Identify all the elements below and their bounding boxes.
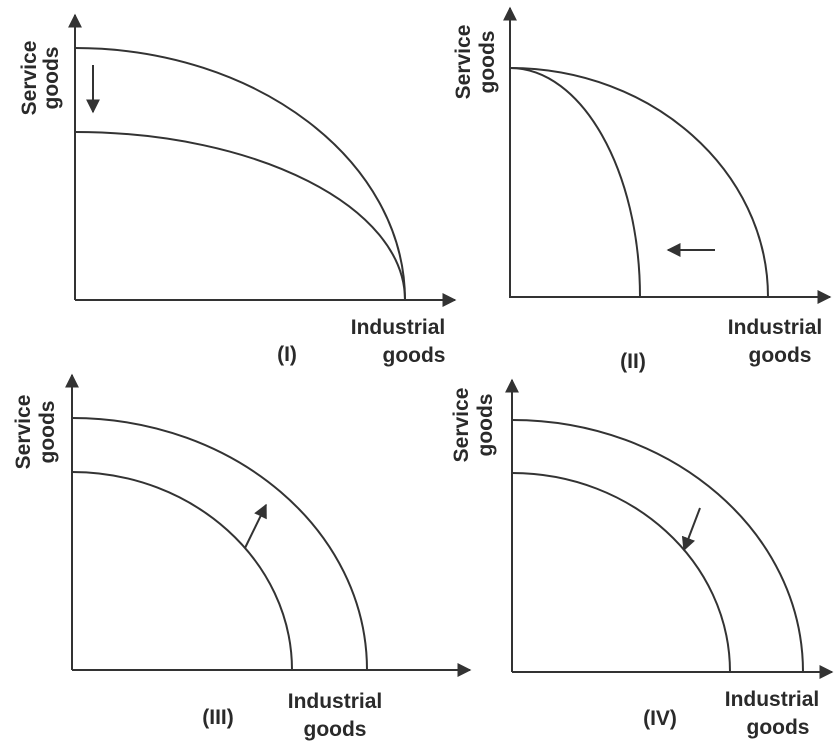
x-label: goods: [749, 344, 812, 367]
y-label: Service: [12, 395, 35, 470]
y-label: goods: [36, 401, 59, 464]
x-label: goods: [304, 718, 367, 741]
curve: [511, 419, 804, 673]
panel: Service goods Industrial goods (III): [12, 373, 472, 741]
x-label: goods: [747, 716, 810, 739]
y-label: Service: [452, 25, 475, 100]
y-label: goods: [476, 31, 499, 94]
panel-label: (II): [620, 350, 646, 373]
x-label: Industrial: [728, 316, 823, 339]
curve: [509, 67, 769, 298]
y-label: goods: [40, 47, 63, 110]
curve: [74, 47, 406, 301]
panel: Service goods Industrial goods (I): [18, 13, 457, 367]
panel-label: (I): [277, 343, 297, 366]
x-label: Industrial: [351, 316, 446, 339]
shift-arrow: [244, 503, 267, 549]
y-label: goods: [474, 394, 497, 457]
panel-label: (III): [202, 706, 234, 729]
shift-arrow: [681, 507, 701, 552]
curve: [71, 417, 368, 671]
curve: [509, 67, 641, 298]
y-label: Service: [18, 41, 41, 116]
y-label: Service: [450, 388, 473, 463]
curve: [74, 131, 406, 301]
curve: [511, 472, 731, 673]
x-label: goods: [383, 344, 446, 367]
curve: [71, 471, 293, 671]
x-label: Industrial: [725, 688, 820, 711]
panel-label: (IV): [643, 707, 677, 730]
panel: Service goods Industrial goods (II): [452, 6, 832, 373]
x-label: Industrial: [288, 690, 383, 713]
panel: Service goods Industrial goods (IV): [450, 378, 834, 739]
